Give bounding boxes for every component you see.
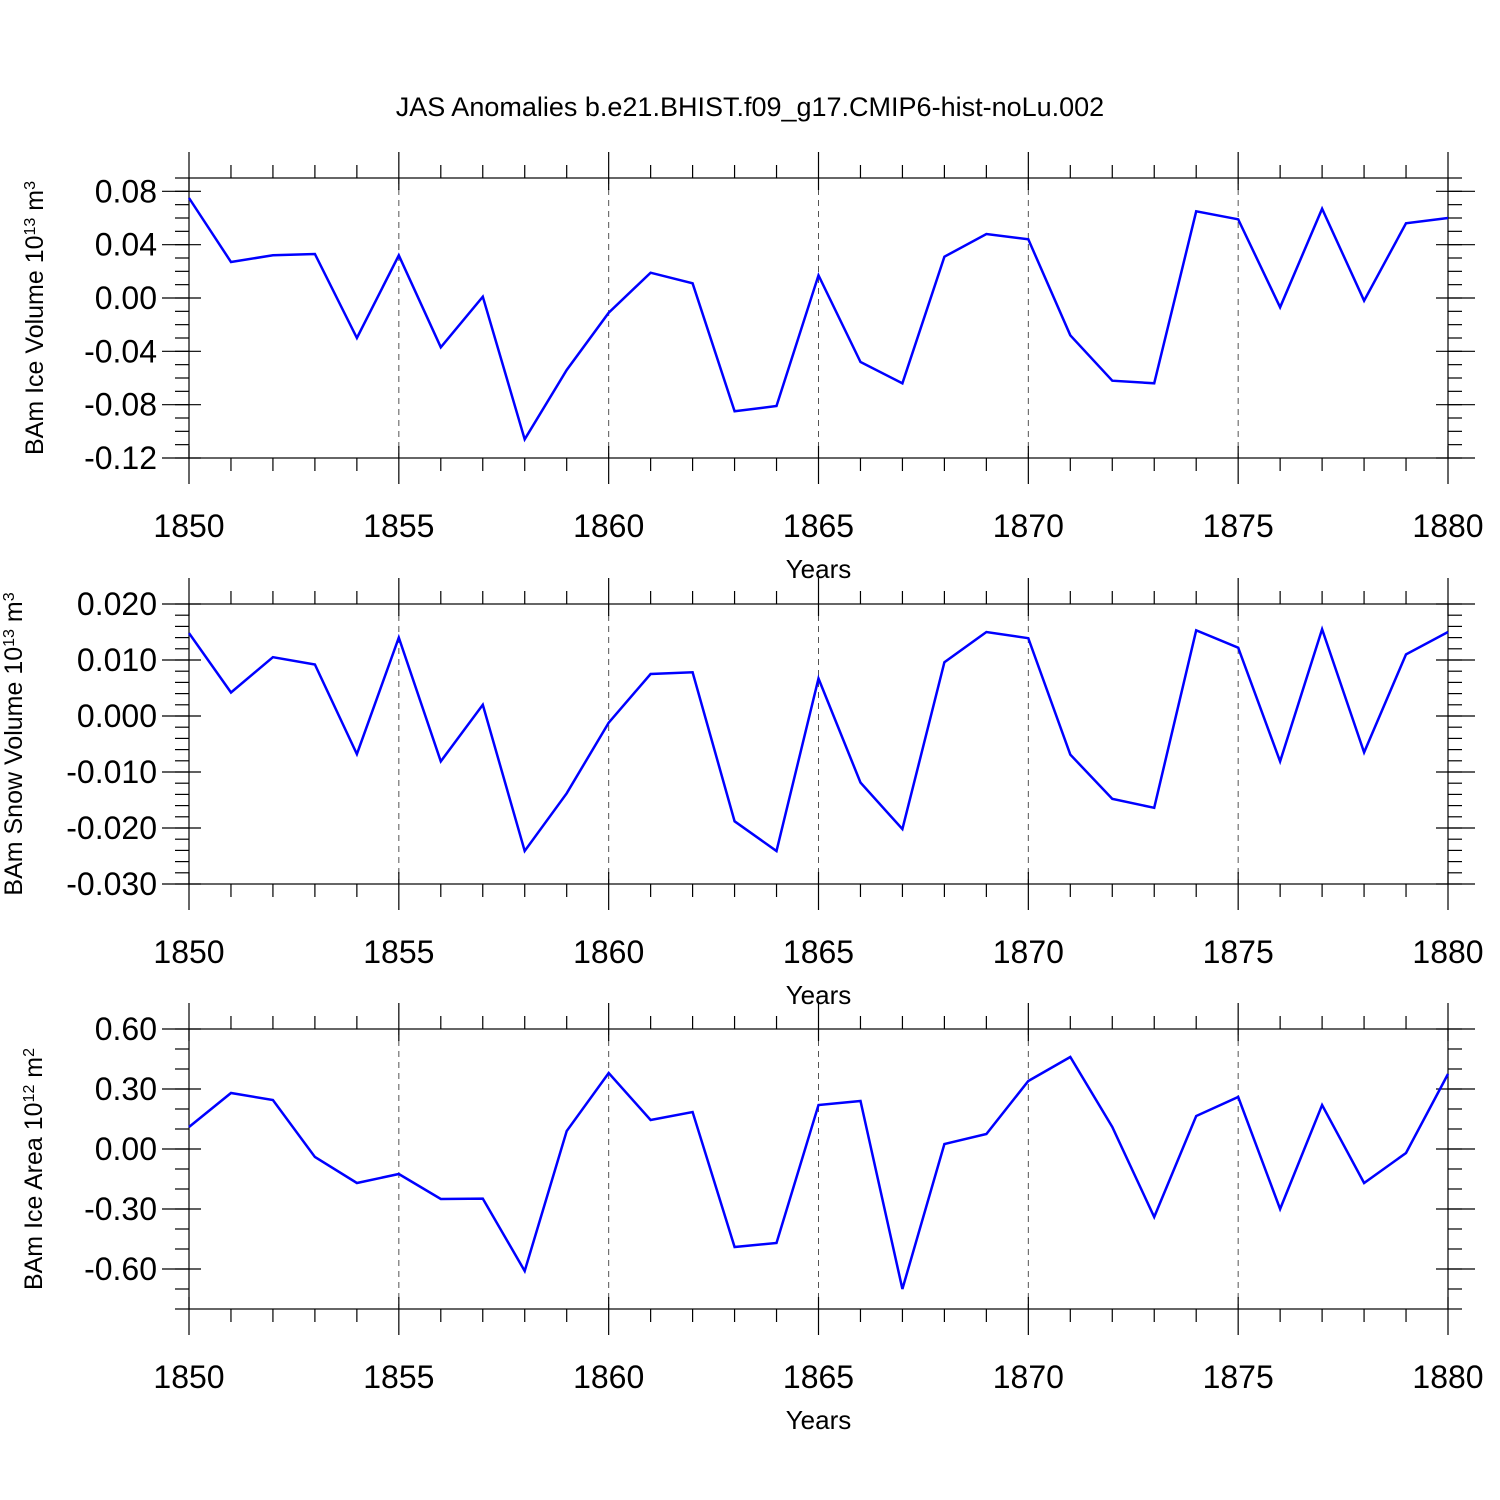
plot-frame bbox=[188, 1028, 1449, 1310]
y-tick-label: 0.020 bbox=[77, 586, 157, 622]
y-tick-label: 0.00 bbox=[95, 280, 157, 316]
y-tick-label: 0.04 bbox=[95, 227, 157, 263]
y-axis-label-exponent: 12 bbox=[21, 1085, 38, 1103]
y-tick-label: -0.60 bbox=[84, 1251, 157, 1287]
series-line bbox=[187, 197, 1449, 443]
y-axis-label: BAm Ice Area 1012 m2 bbox=[20, 1048, 48, 1290]
x-tick-label: 1880 bbox=[1412, 508, 1483, 544]
x-tick-label: 1855 bbox=[363, 1359, 434, 1395]
y-tick-label: -0.030 bbox=[66, 866, 157, 902]
y-axis-label-exponent: 13 bbox=[22, 218, 39, 236]
y-axis-label-text: BAm Snow Volume 10 bbox=[0, 647, 28, 896]
x-tick-label: 1860 bbox=[573, 508, 644, 544]
x-tick-label: 1860 bbox=[573, 934, 644, 970]
x-tick-label: 1860 bbox=[573, 1359, 644, 1395]
x-tick-label: 1865 bbox=[783, 508, 854, 544]
y-tick-label: -0.08 bbox=[84, 387, 157, 423]
plot-frame bbox=[188, 603, 1449, 885]
chart-panel-3: 0.60 0.30 0.00 -0.30 -0.60 1850 1855 1860 1865 18… bbox=[20, 1003, 1484, 1435]
figure-title: JAS Anomalies b.e21.BHIST.f09_g17.CMIP6-… bbox=[396, 92, 1104, 122]
x-tick-label: 1850 bbox=[153, 1359, 224, 1395]
y-axis-label-text: m bbox=[21, 190, 49, 218]
y-tick-label: 0.08 bbox=[95, 173, 157, 209]
x-tick-label: 1870 bbox=[993, 934, 1064, 970]
y-tick-label: -0.010 bbox=[66, 754, 157, 790]
y-axis-label-text: m bbox=[20, 1057, 48, 1085]
x-tick-label: 1875 bbox=[1203, 1359, 1274, 1395]
x-axis-label: Years bbox=[786, 1405, 852, 1435]
x-tick-label: 1875 bbox=[1203, 934, 1274, 970]
chart-panel-1: 0.08 0.04 0.00 -0.04 -0.08 -0.12 1850 1855 1860 1… bbox=[21, 152, 1484, 584]
y-axis-label-exponent: 2 bbox=[21, 1048, 38, 1057]
x-tick-label: 1855 bbox=[363, 508, 434, 544]
x-tick-label: 1865 bbox=[783, 1359, 854, 1395]
y-tick-label: 0.30 bbox=[95, 1071, 157, 1107]
x-tick-label: 1865 bbox=[783, 934, 854, 970]
x-tick-label: 1870 bbox=[993, 508, 1064, 544]
x-tick-label: 1880 bbox=[1412, 934, 1483, 970]
plot-frame bbox=[188, 177, 1449, 459]
y-tick-label: -0.30 bbox=[84, 1191, 157, 1227]
x-tick-label: 1870 bbox=[993, 1359, 1064, 1395]
x-tick-label: 1875 bbox=[1203, 508, 1274, 544]
y-tick-label: -0.04 bbox=[84, 333, 157, 369]
y-axis-label-text: m bbox=[0, 601, 28, 629]
y-tick-label: 0.00 bbox=[95, 1131, 157, 1167]
y-axis-label: BAm Snow Volume 1013 m3 bbox=[0, 592, 28, 895]
y-axis-label-exponent: 13 bbox=[1, 629, 18, 647]
y-tick-label: 0.010 bbox=[77, 642, 157, 678]
y-axis-label: BAm Ice Volume 1013 m3 bbox=[21, 181, 49, 455]
x-tick-label: 1850 bbox=[153, 934, 224, 970]
series-line bbox=[188, 1055, 1450, 1290]
y-tick-label: 0.60 bbox=[95, 1011, 157, 1047]
series-line bbox=[187, 625, 1449, 854]
y-axis-label-exponent: 3 bbox=[22, 181, 39, 190]
x-tick-label: 1850 bbox=[153, 508, 224, 544]
chart-panel-2: 0.020 0.010 0.000 -0.010 -0.020 -0.030 1850 185… bbox=[0, 578, 1484, 1010]
y-axis-label-text: BAm Ice Area 10 bbox=[20, 1102, 48, 1290]
y-axis-label-exponent: 3 bbox=[1, 592, 18, 601]
x-tick-label: 1880 bbox=[1412, 1359, 1483, 1395]
x-tick-label: 1855 bbox=[363, 934, 434, 970]
y-tick-label: -0.020 bbox=[66, 810, 157, 846]
y-tick-label: 0.000 bbox=[77, 698, 157, 734]
y-tick-label: -0.12 bbox=[84, 440, 157, 476]
y-axis-label-text: BAm Ice Volume 10 bbox=[21, 235, 49, 455]
